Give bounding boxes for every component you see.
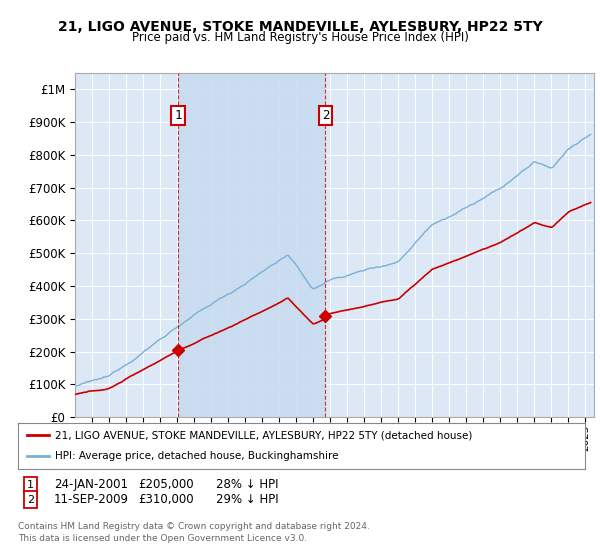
Text: 1: 1 (27, 480, 34, 490)
Text: 24-JAN-2001: 24-JAN-2001 (54, 478, 128, 492)
Text: 1: 1 (175, 109, 182, 122)
Text: 28% ↓ HPI: 28% ↓ HPI (216, 478, 278, 492)
Text: 11-SEP-2009: 11-SEP-2009 (54, 493, 129, 506)
Text: 21, LIGO AVENUE, STOKE MANDEVILLE, AYLESBURY, HP22 5TY: 21, LIGO AVENUE, STOKE MANDEVILLE, AYLES… (58, 20, 542, 34)
Text: £205,000: £205,000 (138, 478, 194, 492)
Text: 2: 2 (322, 109, 329, 122)
Text: 2: 2 (27, 494, 34, 505)
Text: £310,000: £310,000 (138, 493, 194, 506)
Text: 29% ↓ HPI: 29% ↓ HPI (216, 493, 278, 506)
Text: HPI: Average price, detached house, Buckinghamshire: HPI: Average price, detached house, Buck… (55, 451, 338, 461)
Text: 21, LIGO AVENUE, STOKE MANDEVILLE, AYLESBURY, HP22 5TY (detached house): 21, LIGO AVENUE, STOKE MANDEVILLE, AYLES… (55, 430, 472, 440)
Bar (178, 73, 325, 417)
Text: Price paid vs. HM Land Registry's House Price Index (HPI): Price paid vs. HM Land Registry's House … (131, 31, 469, 44)
Text: Contains HM Land Registry data © Crown copyright and database right 2024.
This d: Contains HM Land Registry data © Crown c… (18, 522, 370, 543)
